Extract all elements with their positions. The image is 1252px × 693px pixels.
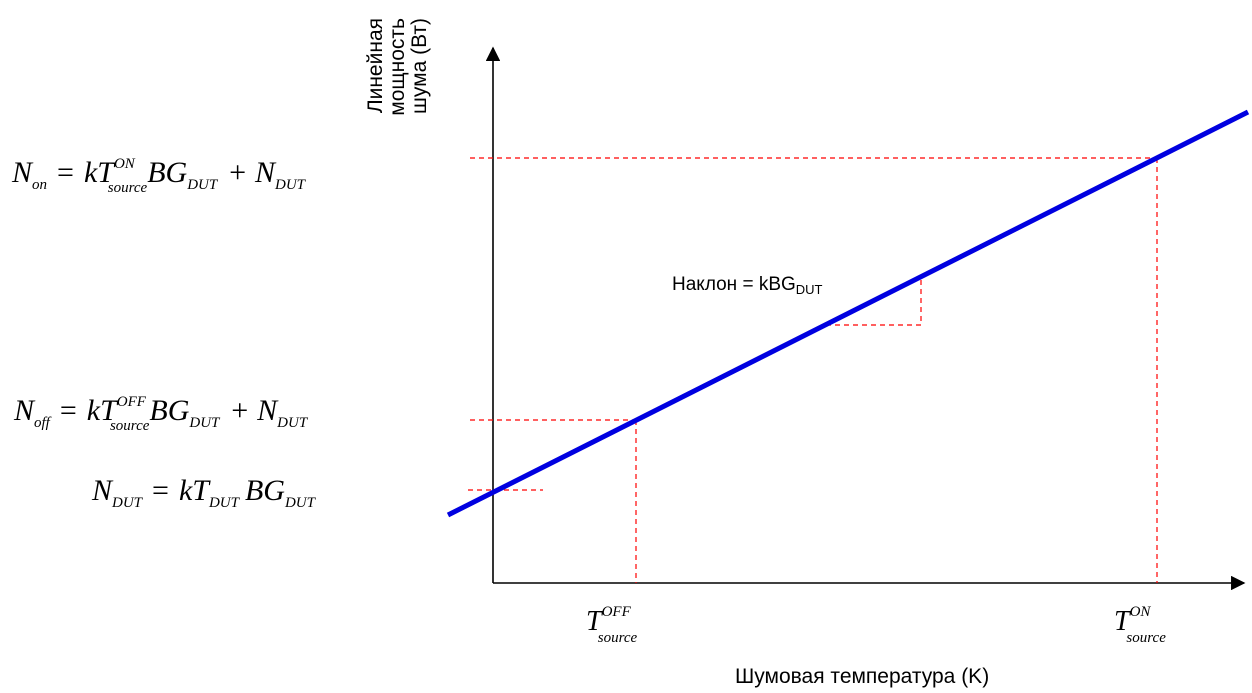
noise-power-line — [446, 109, 1250, 518]
x-axis-label: Шумовая температура (K) — [735, 665, 989, 688]
tick-t-off: TOFF source — [586, 604, 638, 646]
guide-lines — [468, 157, 1158, 583]
y-axis-label-line-1: Линейная — [364, 18, 387, 113]
equation-n-on: Non = kTON sourceBGDUT + NDUT — [11, 156, 307, 196]
y-axis-label-line-3: шума (Вт) — [408, 18, 431, 114]
tick-t-on: TON source — [1114, 604, 1166, 646]
slope-triangle — [826, 276, 922, 326]
y-axis-label: Линейная мощность шума (Вт) — [364, 18, 431, 116]
slope-label-subscript: DUT — [796, 282, 823, 297]
equation-n-dut: NDUT = kTDUT BGDUT — [91, 474, 317, 511]
equation-n-off: Noff = kTOFF sourceBGDUT + NDUT — [13, 394, 309, 434]
slope-label-text: Наклон = kBG — [672, 274, 796, 295]
slope-label: Наклон = kBGDUT — [672, 274, 823, 297]
y-axis-label-line-2: мощность — [386, 18, 409, 116]
